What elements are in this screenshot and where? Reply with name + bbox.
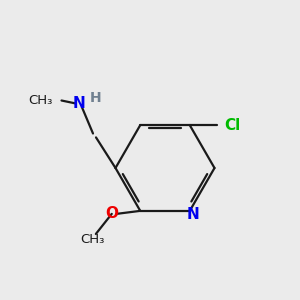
Text: CH₃: CH₃ [80, 233, 104, 246]
Text: Cl: Cl [224, 118, 241, 133]
Text: CH₃: CH₃ [28, 94, 52, 107]
Text: H: H [90, 91, 102, 105]
Text: N: N [187, 207, 200, 222]
Text: O: O [105, 206, 118, 221]
Text: N: N [73, 96, 86, 111]
